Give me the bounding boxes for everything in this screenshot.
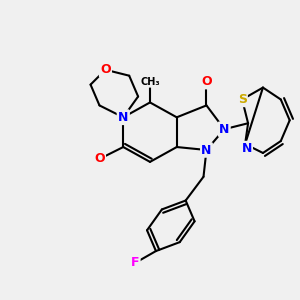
Text: F: F <box>131 256 140 269</box>
Text: O: O <box>100 63 111 76</box>
Text: CH₃: CH₃ <box>140 76 160 87</box>
Text: S: S <box>238 93 247 106</box>
Text: N: N <box>219 123 230 136</box>
Text: O: O <box>201 75 212 88</box>
Text: N: N <box>118 111 128 124</box>
Text: O: O <box>94 152 105 165</box>
Text: N: N <box>242 142 252 155</box>
Text: N: N <box>201 143 212 157</box>
Text: N: N <box>118 111 128 124</box>
